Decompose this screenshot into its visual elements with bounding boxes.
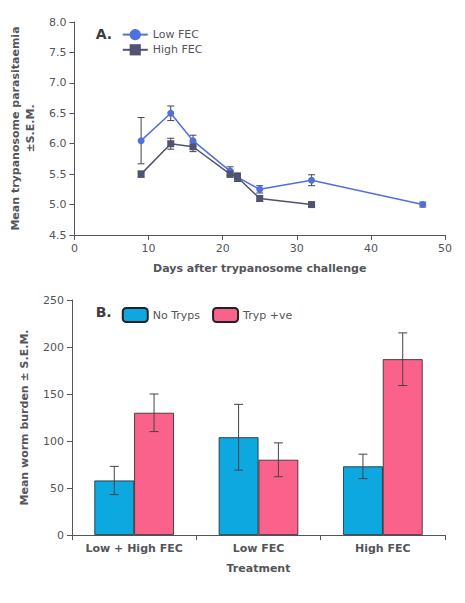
- svg-text:100: 100: [43, 435, 64, 448]
- svg-text:6.0: 6.0: [49, 137, 67, 150]
- svg-text:40: 40: [364, 242, 378, 255]
- svg-text:No Tryps: No Tryps: [153, 309, 201, 322]
- svg-text:High FEC: High FEC: [153, 43, 203, 56]
- svg-text:10: 10: [142, 242, 156, 255]
- svg-text:0: 0: [71, 242, 78, 255]
- svg-text:Mean worm burden ± S.E.M.: Mean worm burden ± S.E.M.: [18, 329, 31, 505]
- svg-text:7.5: 7.5: [49, 46, 67, 59]
- svg-text:±S.E.M.: ±S.E.M.: [24, 104, 37, 152]
- svg-text:200: 200: [43, 341, 64, 354]
- svg-text:A.: A.: [96, 26, 112, 42]
- svg-text:Days after trypanosome challen: Days after trypanosome challenge: [153, 262, 366, 275]
- svg-text:4.5: 4.5: [49, 229, 67, 242]
- svg-text:B.: B.: [96, 304, 112, 320]
- svg-text:Treatment: Treatment: [227, 562, 291, 575]
- svg-text:0: 0: [57, 529, 64, 542]
- svg-text:Low + High FEC: Low + High FEC: [86, 542, 183, 555]
- svg-text:Low FEC: Low FEC: [233, 542, 285, 555]
- svg-text:7.0: 7.0: [49, 76, 67, 89]
- svg-text:50: 50: [50, 482, 64, 495]
- svg-text:50: 50: [438, 242, 452, 255]
- svg-text:Mean trypanosome parasitaemia: Mean trypanosome parasitaemia: [9, 26, 22, 230]
- svg-text:30: 30: [290, 242, 304, 255]
- svg-text:High FEC: High FEC: [355, 542, 411, 555]
- svg-text:5.5: 5.5: [49, 168, 67, 181]
- svg-text:Low FEC: Low FEC: [153, 28, 199, 41]
- svg-text:Tryp +ve: Tryp +ve: [242, 309, 292, 322]
- svg-text:20: 20: [216, 242, 230, 255]
- svg-text:8.0: 8.0: [49, 16, 67, 29]
- svg-text:6.5: 6.5: [49, 107, 67, 120]
- svg-text:5.0: 5.0: [49, 198, 67, 211]
- svg-text:150: 150: [43, 388, 64, 401]
- svg-text:250: 250: [43, 294, 64, 307]
